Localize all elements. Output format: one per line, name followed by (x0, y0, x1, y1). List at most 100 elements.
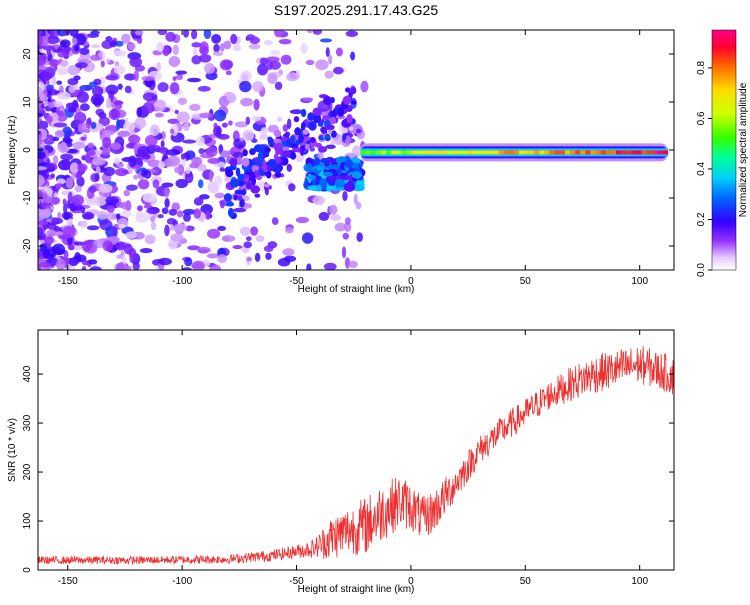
spectrogram-cell (38, 190, 43, 200)
spectrogram-cell (326, 175, 337, 180)
spectrogram-cell (84, 128, 91, 134)
spectrogram-cell (226, 95, 235, 102)
spectrogram-cell (43, 236, 55, 244)
spectrogram-cell (79, 84, 93, 91)
snr-xtick-label: -100 (172, 576, 192, 587)
spectrogram-cell (105, 75, 119, 81)
spectrogram-cell (183, 122, 190, 132)
spectrogram-cell (65, 102, 79, 109)
spectrogram-ytick-label: 0 (22, 147, 33, 153)
spectrogram-xlabel: Height of straight line (km) (298, 284, 415, 295)
spectral-line-core (391, 150, 398, 155)
spectrogram-cell (227, 207, 234, 218)
snr-xlabel: Height of straight line (km) (298, 584, 415, 595)
spectrogram-cell (345, 30, 359, 37)
spectral-line-core (401, 150, 408, 155)
spectrogram-cell (229, 178, 240, 188)
spectrogram-ytick-label: 10 (22, 96, 33, 108)
spectrogram-cell (234, 121, 248, 128)
spectrogram-cell (225, 169, 234, 178)
spectrogram-cell (180, 153, 186, 160)
spectral-line-core (452, 150, 459, 155)
spectrogram-cell (174, 109, 179, 115)
spectrogram-heatmap (38, 30, 669, 270)
spectrogram-cell (51, 75, 56, 87)
spectrogram-cell (38, 220, 49, 226)
spectrogram-cell (105, 212, 118, 221)
spectrogram-cell (184, 257, 193, 267)
spectrogram-cell (236, 156, 243, 166)
spectrogram-cell (90, 93, 105, 106)
snr-panel: -150 -100 -50 0 50 100 0 100 200 300 400 Height of… (7, 329, 675, 595)
spectrogram-cell (98, 116, 110, 127)
snr-xtick-label: -50 (289, 576, 304, 587)
spectrogram-cell (172, 44, 179, 56)
spectrogram-cell (332, 66, 344, 75)
spectrogram-cell (170, 233, 184, 242)
spectrogram-cell (193, 208, 201, 219)
spectral-line-core (631, 150, 638, 155)
spectrogram-cell (38, 112, 44, 118)
spectrogram-cell (39, 262, 51, 268)
spectrogram-cell (91, 85, 104, 97)
spectrogram-cell (200, 203, 213, 215)
spectral-line-core (616, 150, 623, 155)
spectrogram-cell (117, 83, 123, 90)
spectrogram-cell (142, 101, 155, 114)
spectrogram-cell (126, 184, 138, 191)
spectrogram-cell (123, 122, 136, 132)
spectrogram-cell (128, 134, 141, 144)
spectrogram-cell (149, 124, 160, 136)
spectrogram-cell (157, 214, 164, 219)
spectrogram-cell (223, 193, 233, 202)
spectrogram-cell (115, 241, 126, 251)
spectrogram-cell (302, 97, 314, 102)
spectrogram-cell (327, 179, 335, 186)
spectrogram-cell (77, 163, 88, 172)
spectrogram-cell (312, 107, 322, 116)
spectrogram-cell (286, 118, 292, 130)
spectrogram-cell (268, 137, 274, 148)
spectrogram-cell (342, 133, 347, 141)
spectrogram-cell (331, 110, 337, 117)
spectral-line-core (524, 150, 531, 155)
spectrogram-ytick-label: -10 (22, 190, 33, 205)
spectrogram-cell (346, 113, 353, 124)
spectrogram-cell (318, 211, 330, 221)
spectrogram-xtick-label: -100 (172, 276, 192, 287)
spectrogram-cell (87, 117, 92, 126)
spectrogram-cell (175, 178, 188, 189)
spectrogram-cell (84, 152, 91, 161)
spectrogram-cell (259, 57, 268, 66)
spectrogram-cell (306, 163, 313, 169)
spectrogram-cell (272, 166, 282, 174)
spectral-line-core (437, 150, 444, 155)
spectrogram-cell (166, 149, 181, 156)
spectrogram-cell (342, 191, 348, 202)
spectrogram-cell (345, 87, 351, 93)
spectrogram-cell (105, 58, 111, 64)
spectral-line-core (432, 150, 439, 155)
spectral-line-core (488, 150, 495, 155)
spectrogram-cell (55, 184, 61, 190)
colorbar-tick-label: 0.2 (696, 212, 707, 226)
spectrogram-cell (56, 91, 71, 100)
spectrogram-cell (38, 118, 41, 124)
spectrogram-cell (228, 120, 233, 126)
spectrogram-cell (134, 30, 144, 36)
spectrogram-cell (334, 222, 347, 232)
spectrogram-cell (320, 181, 328, 191)
spectrogram-cell (148, 144, 161, 152)
spectrogram-cell (267, 73, 278, 85)
spectrogram-cell (38, 86, 43, 98)
spectrogram-cell (337, 168, 342, 176)
spectral-line-core (575, 150, 582, 155)
spectrogram-cell (90, 30, 100, 35)
spectrogram-cell (62, 126, 73, 138)
spectrogram-cell (62, 226, 76, 239)
spectrogram-cell (351, 100, 357, 105)
spectrogram-cell (245, 236, 252, 242)
spectrogram-cell (57, 51, 69, 58)
spectrogram-cell (307, 185, 320, 191)
